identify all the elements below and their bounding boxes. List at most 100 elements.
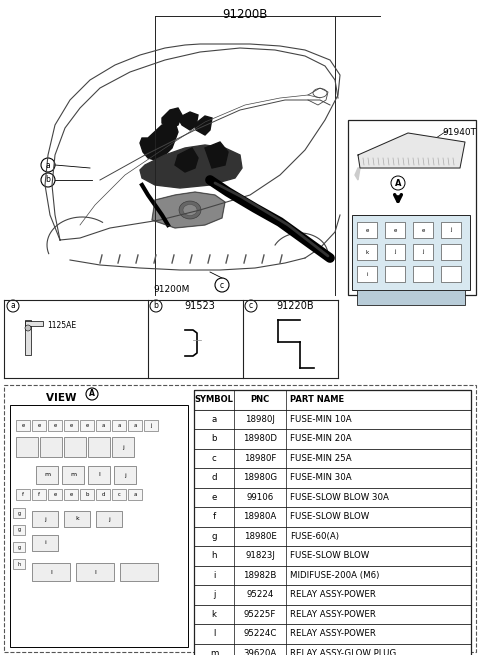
Text: 18980G: 18980G — [243, 474, 277, 482]
Bar — [36, 466, 58, 484]
Text: SYMBOL: SYMBOL — [194, 395, 233, 404]
Text: j: j — [450, 227, 452, 233]
Text: a: a — [133, 423, 137, 428]
Bar — [64, 511, 90, 527]
Bar — [441, 222, 461, 238]
Text: A: A — [395, 179, 401, 187]
Bar — [16, 489, 30, 500]
Text: RELAY ASSY-POWER: RELAY ASSY-POWER — [290, 629, 376, 638]
Bar — [76, 563, 114, 581]
Bar — [348, 120, 476, 295]
Bar — [13, 559, 25, 569]
Bar — [194, 409, 471, 429]
Text: e: e — [70, 423, 72, 428]
Text: 1125AE: 1125AE — [47, 320, 76, 329]
Bar — [10, 405, 188, 647]
Bar — [194, 487, 471, 507]
Text: c: c — [118, 492, 120, 497]
Ellipse shape — [313, 88, 327, 98]
Polygon shape — [175, 148, 198, 172]
Text: FUSE-MIN 30A: FUSE-MIN 30A — [290, 474, 352, 482]
Text: h: h — [17, 561, 21, 567]
Bar — [194, 565, 471, 585]
Text: 18980E: 18980E — [243, 532, 276, 541]
Bar — [80, 420, 94, 431]
Text: e: e — [85, 423, 89, 428]
Text: 95224C: 95224C — [243, 629, 276, 638]
Text: i: i — [366, 272, 368, 276]
Text: 18980F: 18980F — [244, 454, 276, 462]
Text: 91940T: 91940T — [442, 128, 476, 137]
Text: b: b — [211, 434, 217, 443]
Bar — [32, 563, 70, 581]
Bar — [64, 489, 78, 500]
Bar — [413, 266, 433, 282]
Text: h: h — [211, 552, 217, 560]
Polygon shape — [178, 112, 198, 130]
Text: e: e — [22, 423, 24, 428]
Text: FUSE-MIN 20A: FUSE-MIN 20A — [290, 434, 352, 443]
Text: RELAY ASSY-GLOW PLUG: RELAY ASSY-GLOW PLUG — [290, 648, 396, 655]
Bar — [13, 542, 25, 552]
Text: c: c — [212, 454, 216, 462]
Bar — [112, 420, 126, 431]
Text: a: a — [101, 423, 105, 428]
Polygon shape — [162, 108, 182, 128]
Text: 95225F: 95225F — [244, 610, 276, 619]
Polygon shape — [195, 116, 212, 135]
Bar — [352, 215, 470, 290]
Bar — [62, 466, 84, 484]
Text: 39620A: 39620A — [243, 648, 276, 655]
Bar — [96, 511, 122, 527]
Text: a: a — [11, 301, 15, 310]
Text: j: j — [213, 590, 215, 599]
Bar — [194, 605, 471, 624]
Text: d: d — [101, 492, 105, 497]
Bar — [25, 321, 43, 326]
Text: FUSE-SLOW BLOW: FUSE-SLOW BLOW — [290, 512, 369, 521]
Text: 18980A: 18980A — [243, 512, 276, 521]
Text: FUSE-SLOW BLOW: FUSE-SLOW BLOW — [290, 552, 369, 560]
Text: 18980J: 18980J — [245, 415, 275, 424]
Text: 95224: 95224 — [246, 590, 274, 599]
Text: b: b — [154, 301, 158, 310]
Ellipse shape — [179, 201, 201, 219]
Text: c: c — [249, 301, 253, 310]
Text: l: l — [213, 629, 215, 638]
Text: 91523: 91523 — [185, 301, 216, 311]
Bar — [64, 437, 86, 457]
Bar — [441, 244, 461, 260]
Text: f: f — [213, 512, 216, 521]
Polygon shape — [152, 192, 225, 228]
Polygon shape — [205, 142, 228, 168]
Bar — [194, 527, 471, 546]
Text: l: l — [98, 472, 100, 477]
Bar — [357, 290, 465, 305]
Text: m: m — [44, 472, 50, 477]
Text: RELAY ASSY-POWER: RELAY ASSY-POWER — [290, 610, 376, 619]
Bar — [112, 437, 134, 457]
Bar — [385, 244, 405, 260]
Text: g: g — [17, 510, 21, 515]
Text: g: g — [17, 544, 21, 550]
Bar — [144, 420, 158, 431]
Bar — [194, 585, 471, 605]
Text: j: j — [150, 423, 152, 428]
Polygon shape — [140, 145, 242, 188]
Bar — [357, 266, 377, 282]
Bar — [96, 420, 110, 431]
Text: 99106: 99106 — [246, 493, 274, 502]
Bar — [194, 468, 471, 487]
Bar — [32, 511, 58, 527]
Text: PART NAME: PART NAME — [290, 395, 344, 404]
Text: FUSE-60(A): FUSE-60(A) — [290, 532, 339, 541]
Text: 18982B: 18982B — [243, 571, 276, 580]
Bar — [80, 489, 94, 500]
Bar — [16, 437, 38, 457]
Bar — [385, 266, 405, 282]
Text: f: f — [22, 492, 24, 497]
Bar — [114, 466, 136, 484]
Text: m: m — [70, 472, 76, 477]
Text: A: A — [89, 390, 95, 398]
Text: f: f — [38, 492, 40, 497]
